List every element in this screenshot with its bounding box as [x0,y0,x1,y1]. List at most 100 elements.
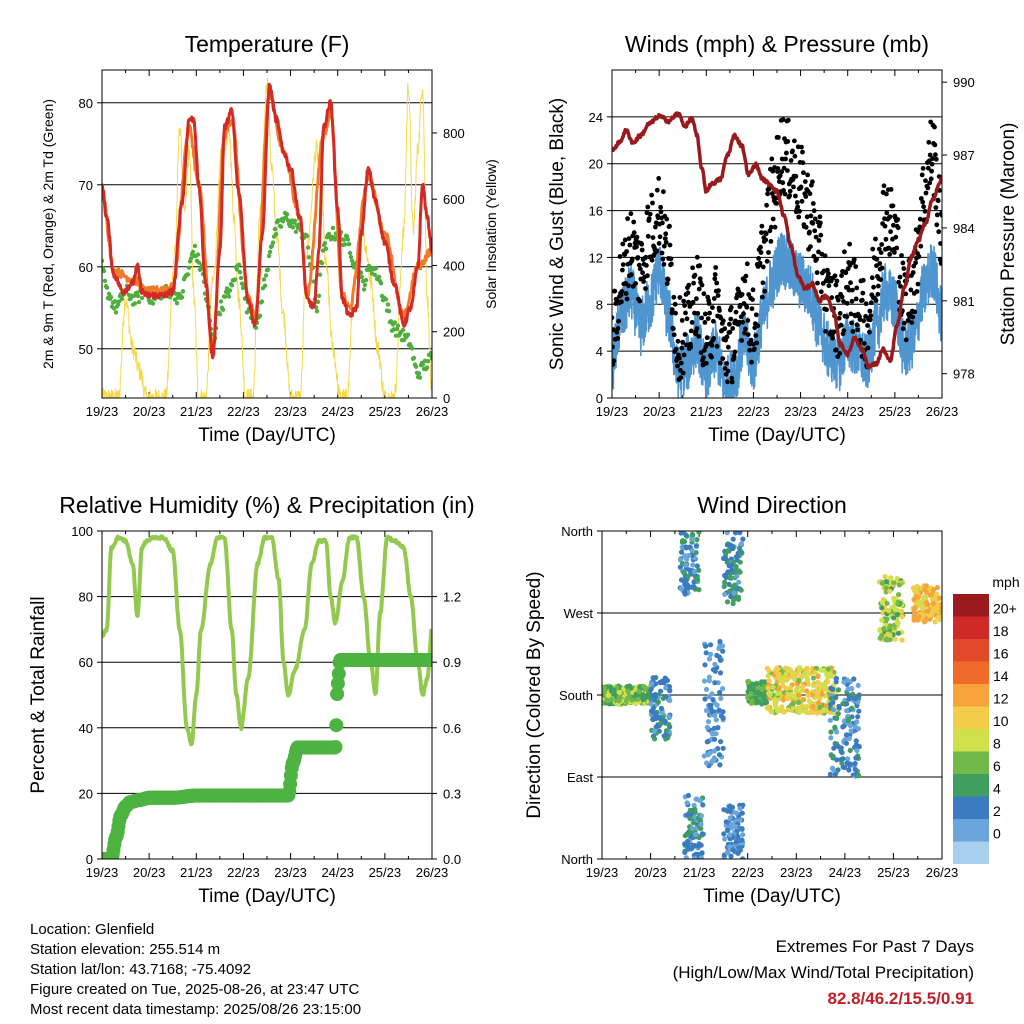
y-tick-label: 8 [596,297,603,312]
gust-point [863,301,869,307]
gust-point [841,299,846,304]
wind-direction-point [678,577,685,583]
gust-point [835,297,841,303]
gust-point [888,187,894,192]
gust-point [925,165,931,171]
wind-direction-point [724,827,731,833]
wind-direction-point [843,732,850,738]
gust-point [658,209,664,215]
gust-point [647,211,653,217]
y-tick-label: North [561,524,593,539]
gust-point [916,254,922,259]
dewpoint-point [119,296,125,302]
wind-direction-point [838,746,844,752]
wind-direction-point [667,697,673,704]
wind-direction-point [790,701,796,707]
gust-point [848,311,854,317]
wind-direction-point [773,697,779,703]
gust-point [898,283,903,289]
wind-direction-point [835,711,841,717]
wind-direction-point [766,678,772,684]
gust-point [749,359,754,365]
x-tick-label: 21/23 [690,404,723,419]
gust-point [623,291,629,296]
gust-point [649,257,655,263]
wind-direction-point [737,805,743,812]
gust-point [699,315,704,321]
wind-direction-point [693,543,700,549]
station-elevation: Station elevation: 255.514 m [30,941,221,958]
gust-point [790,148,795,154]
gust-point [748,337,754,343]
plot-frame [101,530,433,860]
dewpoint-point [342,242,348,247]
dewpoint-point [317,272,323,277]
gust-point [682,332,688,337]
wind-direction-point [703,643,709,649]
x-tick-label: 23/23 [274,865,307,880]
gust-point [664,216,670,222]
wind-direction-point [827,701,834,708]
wind-direction-point [698,821,704,827]
gust-point [750,287,756,293]
wind-direction-point [828,695,834,702]
wind-direction-point [713,731,719,737]
gust-point [807,229,812,235]
gust-point [694,254,700,260]
dewpoint-point [420,362,426,367]
wind-direction-point [937,595,942,601]
gust-point [869,275,875,281]
wind-direction-point [932,619,938,625]
gust-point [690,299,696,305]
gust-point [831,329,837,335]
gust-point [712,276,718,282]
gust-point [646,216,652,222]
gust-point [692,272,698,278]
gust-point [794,200,800,205]
gust-point [691,280,696,286]
dewpoint-point [220,307,226,312]
gust-point [934,212,940,218]
gust-point [619,289,625,294]
legend-label: 20+ [993,601,1017,617]
gust-point [614,329,620,335]
gust-point [844,300,850,306]
wind-direction-point [810,704,816,710]
dewpoint-point [102,258,105,263]
y-tick-label: 80 [79,590,93,605]
gust-point [656,241,662,246]
wind-direction-point [704,739,710,745]
legend-label: 10 [993,713,1009,729]
wind-direction-point [678,549,685,555]
gust-point [839,273,844,278]
dewpoint-point [348,254,354,260]
y2-tick-label: 0.6 [443,721,461,736]
wind-direction-point [797,665,803,671]
wind-direction-point [732,584,738,590]
wind-direction-points [602,531,942,859]
wind-direction-point [817,696,823,702]
dewpoint-point [106,291,112,296]
gust-point [824,307,829,313]
gust-point [792,153,798,159]
gust-point [873,298,879,303]
wind-direction-point [698,813,705,819]
wind-direction-point [826,670,832,676]
wind-direction-point [724,599,731,605]
y2-tick-label: 600 [443,192,465,207]
wind-direction-point [847,722,854,729]
gust-point [807,191,813,197]
x-tick-label: 24/23 [321,404,354,419]
wind-direction-point [799,687,806,694]
gust-point [858,337,863,343]
gust-point [706,301,712,306]
wind-direction-point [666,721,672,728]
wind-direction-point [800,684,806,690]
gust-point [815,280,820,286]
gust-point [634,234,640,240]
wind-direction-point [930,587,937,593]
gust-point [681,352,687,358]
gust-point [639,247,645,253]
wind-direction-point [722,579,728,585]
wind-direction-point [639,693,646,700]
